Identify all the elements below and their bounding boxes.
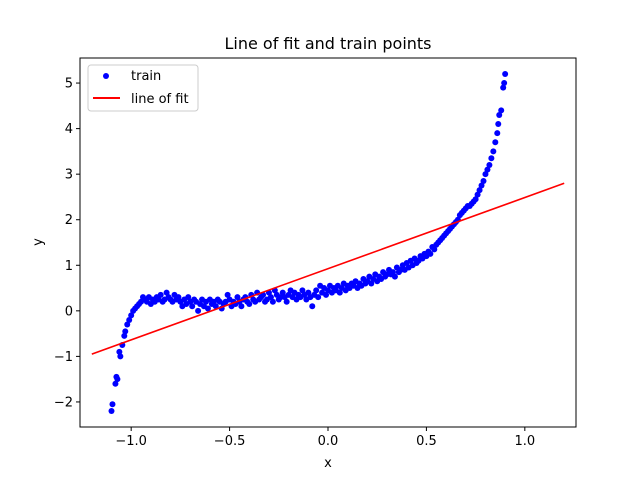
train-point xyxy=(500,84,507,91)
train-point xyxy=(246,301,253,307)
train-point xyxy=(117,353,124,360)
train-point xyxy=(185,294,192,301)
train-point xyxy=(313,287,320,294)
x-tick-label: 0.0 xyxy=(318,434,339,449)
train-point xyxy=(431,246,438,253)
y-tick-label: 1 xyxy=(65,259,73,274)
train-point xyxy=(114,376,121,383)
train-point xyxy=(494,130,501,137)
train-point xyxy=(480,178,487,184)
train-point xyxy=(474,191,481,198)
legend-marker-train xyxy=(103,73,109,79)
train-point xyxy=(389,269,396,276)
train-point xyxy=(323,291,330,298)
train-point xyxy=(492,139,499,146)
legend-label-line-of-fit: line of fit xyxy=(131,92,189,107)
train-point xyxy=(128,312,135,319)
train-point xyxy=(490,148,497,155)
train-point xyxy=(157,291,164,298)
train-point xyxy=(502,70,509,77)
train-point xyxy=(427,250,434,257)
train-point xyxy=(234,294,241,301)
train-point xyxy=(163,289,170,296)
train-point xyxy=(315,294,322,301)
train-point xyxy=(122,328,129,335)
train-point xyxy=(124,321,131,328)
x-tick-label: 1.0 xyxy=(514,434,535,449)
train-point xyxy=(486,162,493,169)
y-tick-label: 5 xyxy=(65,77,73,92)
train-point xyxy=(368,280,375,287)
train-point xyxy=(495,121,502,128)
train-point xyxy=(336,289,343,296)
y-tick-label: −1 xyxy=(54,350,73,365)
train-point xyxy=(476,187,483,194)
x-tick-label: −1.0 xyxy=(115,434,147,449)
train-point xyxy=(189,303,196,310)
y-tick-label: 3 xyxy=(65,168,73,183)
train-point xyxy=(488,155,495,162)
y-tick-label: −2 xyxy=(54,395,73,410)
train-point xyxy=(496,111,503,118)
train-point xyxy=(212,303,219,310)
plot-area xyxy=(79,57,577,428)
train-point xyxy=(498,107,505,114)
train-point xyxy=(195,307,202,314)
x-axis-label: x xyxy=(324,456,332,471)
train-point xyxy=(108,408,115,415)
y-axis-label: y xyxy=(31,238,46,246)
y-axis: −2 −1 0 1 2 3 4 5 xyxy=(54,77,80,410)
train-point xyxy=(204,305,211,312)
train-point xyxy=(116,348,123,355)
chart-title: Line of fit and train points xyxy=(224,34,431,53)
train-point xyxy=(283,298,290,305)
train-point xyxy=(484,166,491,173)
train-point xyxy=(501,80,508,87)
train-point xyxy=(267,294,274,301)
train-point xyxy=(478,182,485,189)
y-tick-label: 4 xyxy=(65,122,73,137)
train-point xyxy=(121,332,128,339)
legend-label-train: train xyxy=(131,69,161,84)
train-point xyxy=(175,294,182,301)
train-point xyxy=(224,291,231,298)
train-point xyxy=(279,289,286,296)
x-tick-label: −0.5 xyxy=(214,434,246,449)
train-point xyxy=(305,289,312,296)
legend: train line of fit xyxy=(87,64,199,112)
x-axis: −1.0 −0.5 0.0 0.5 1.0 xyxy=(115,427,535,449)
x-tick-label: 0.5 xyxy=(416,434,437,449)
train-point xyxy=(238,303,245,310)
legend-box xyxy=(87,64,199,112)
line-of-fit xyxy=(91,182,565,355)
train-point xyxy=(391,273,398,280)
y-tick-label: 2 xyxy=(65,213,73,228)
train-point xyxy=(472,196,479,203)
train-point xyxy=(109,401,116,408)
train-point xyxy=(309,303,316,310)
train-point xyxy=(482,171,489,178)
train-point xyxy=(126,316,133,323)
train-point xyxy=(112,380,119,387)
train-point xyxy=(269,298,276,305)
train-point xyxy=(299,287,306,294)
y-tick-label: 0 xyxy=(65,304,73,319)
